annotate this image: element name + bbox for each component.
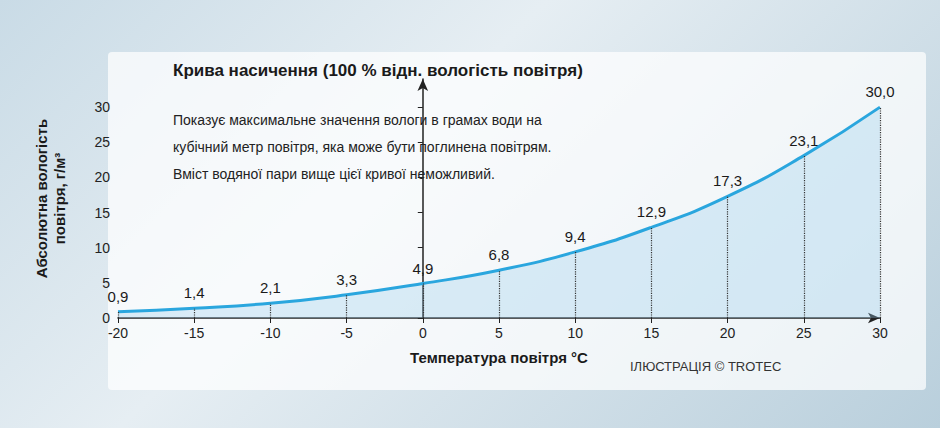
- svg-text:15: 15: [644, 325, 660, 341]
- svg-text:15: 15: [94, 205, 110, 221]
- svg-text:1,4: 1,4: [184, 284, 205, 301]
- svg-text:повітря, г/м³: повітря, г/м³: [51, 153, 68, 245]
- svg-text:5: 5: [495, 325, 503, 341]
- svg-text:23,1: 23,1: [789, 132, 818, 149]
- svg-text:25: 25: [796, 325, 812, 341]
- svg-text:ІЛЮСТРАЦІЯ © TROTEC: ІЛЮСТРАЦІЯ © TROTEC: [630, 359, 781, 374]
- svg-text:17,3: 17,3: [713, 172, 742, 189]
- svg-text:0: 0: [102, 310, 110, 326]
- svg-text:-15: -15: [184, 325, 204, 341]
- svg-text:0,9: 0,9: [108, 288, 129, 305]
- svg-text:25: 25: [94, 134, 110, 150]
- svg-text:Абсолютна вологість: Абсолютна вологість: [33, 119, 50, 278]
- svg-text:4,9: 4,9: [412, 260, 433, 277]
- svg-text:20: 20: [720, 325, 736, 341]
- svg-text:9,4: 9,4: [565, 228, 586, 245]
- svg-text:20: 20: [94, 169, 110, 185]
- svg-text:0: 0: [419, 325, 427, 341]
- svg-text:-5: -5: [340, 325, 353, 341]
- svg-text:30: 30: [872, 325, 888, 341]
- svg-text:Вміст водяної пари вище цієї к: Вміст водяної пари вище цієї кривої немо…: [173, 166, 495, 182]
- svg-text:10: 10: [94, 240, 110, 256]
- svg-text:5: 5: [102, 274, 110, 291]
- svg-text:Показує максимальне значення в: Показує максимальне значення вологи в гр…: [173, 112, 542, 128]
- svg-text:кубічний метр повітря, яка мож: кубічний метр повітря, яка може бути пог…: [173, 139, 551, 155]
- svg-text:6,8: 6,8: [489, 246, 510, 263]
- svg-text:Температура повітря °C: Температура повітря °C: [410, 349, 588, 366]
- svg-text:2,1: 2,1: [260, 279, 281, 296]
- svg-text:-10: -10: [260, 325, 280, 341]
- svg-text:-20: -20: [108, 325, 128, 341]
- svg-text:10: 10: [567, 325, 583, 341]
- svg-text:Крива насичення (100 % відн. в: Крива насичення (100 % відн. вологість п…: [173, 61, 583, 80]
- svg-text:30,0: 30,0: [865, 83, 894, 100]
- svg-text:3,3: 3,3: [336, 271, 357, 288]
- svg-text:12,9: 12,9: [637, 203, 666, 220]
- svg-text:30: 30: [94, 99, 110, 115]
